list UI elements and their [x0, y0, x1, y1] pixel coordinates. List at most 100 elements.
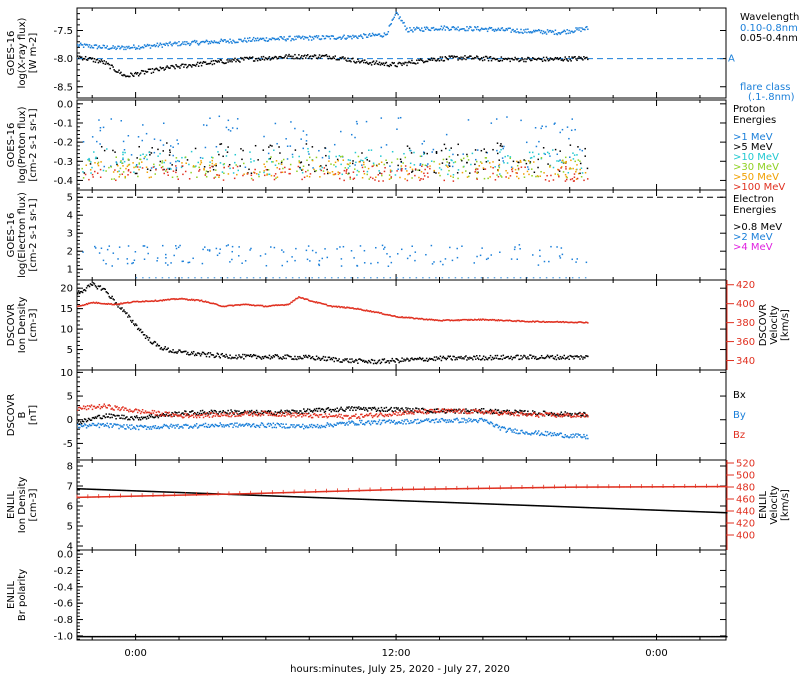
- data-point: [190, 171, 192, 174]
- data-point: [302, 130, 305, 132]
- data-point: [188, 42, 190, 45]
- data-point: [123, 48, 125, 51]
- data-point: [482, 168, 485, 170]
- data-point: [95, 59, 98, 61]
- data-point: [412, 62, 414, 64]
- data-point: [342, 159, 345, 161]
- data-point: [415, 357, 417, 360]
- data-point: [393, 407, 395, 409]
- data-point: [512, 160, 515, 163]
- data-point: [573, 31, 575, 33]
- data-point: [116, 414, 118, 417]
- data-point: [400, 160, 402, 163]
- data-point: [165, 66, 167, 69]
- data-point: [497, 358, 500, 360]
- data-point: [257, 412, 260, 415]
- data-point: [329, 38, 332, 40]
- data-point: [572, 321, 574, 324]
- data-point: [560, 321, 563, 324]
- data-point: [584, 57, 586, 60]
- data-point: [185, 63, 187, 66]
- data-point: [523, 410, 525, 413]
- data-point: [205, 301, 208, 303]
- data-point: [519, 31, 521, 34]
- data-point: [320, 408, 323, 410]
- data-point: [232, 39, 234, 42]
- data-point: [540, 170, 542, 173]
- data-point: [86, 285, 89, 287]
- data-point: [108, 166, 110, 169]
- data-point: [187, 65, 189, 68]
- data-point: [447, 355, 450, 357]
- data-point: [288, 35, 290, 38]
- data-point: [192, 298, 195, 301]
- data-point: [273, 414, 276, 417]
- data-point: [455, 408, 457, 411]
- y-axis-label: Ion Density: [17, 297, 28, 354]
- data-point: [564, 30, 566, 33]
- data-point: [209, 352, 212, 354]
- data-point: [482, 56, 485, 59]
- data-point: [385, 61, 388, 64]
- data-point: [95, 301, 98, 304]
- data-point: [571, 436, 573, 439]
- data-point: [110, 64, 112, 66]
- data-point: [199, 41, 202, 44]
- data-point: [414, 259, 416, 262]
- data-point: [413, 411, 415, 413]
- data-point: [389, 422, 392, 424]
- data-point: [526, 320, 528, 323]
- data-point: [240, 415, 242, 417]
- data-point: [418, 358, 420, 360]
- data-point: [473, 29, 475, 31]
- data-point: [438, 167, 441, 169]
- data-point: [361, 60, 363, 62]
- data-point: [511, 358, 513, 361]
- data-point: [143, 416, 146, 419]
- data-point: [336, 58, 338, 61]
- data-point: [392, 359, 394, 362]
- data-point: [384, 361, 387, 364]
- data-point: [324, 303, 327, 306]
- data-point: [196, 411, 199, 414]
- data-point: [435, 418, 438, 420]
- data-point: [540, 127, 542, 130]
- data-point: [337, 37, 339, 39]
- data-point: [177, 66, 179, 68]
- data-point: [134, 416, 137, 419]
- data-point: [123, 73, 125, 76]
- data-point: [534, 58, 537, 61]
- data-point: [528, 151, 531, 154]
- data-point: [240, 412, 242, 414]
- data-point: [117, 45, 119, 48]
- data-point: [109, 47, 111, 50]
- data-point: [551, 432, 554, 435]
- data-point: [255, 409, 258, 412]
- data-point: [302, 423, 304, 426]
- data-point: [395, 421, 397, 424]
- data-point: [421, 357, 424, 360]
- data-point: [335, 410, 337, 413]
- data-point: [138, 163, 140, 165]
- data-point: [242, 303, 244, 306]
- data-point: [350, 60, 352, 63]
- data-point: [375, 311, 378, 313]
- data-point: [254, 37, 257, 40]
- data-point: [393, 315, 395, 317]
- data-point: [581, 414, 583, 417]
- data-point: [213, 164, 216, 166]
- data-point: [396, 12, 398, 14]
- data-point: [125, 302, 127, 304]
- data-point: [385, 144, 388, 146]
- data-point: [442, 60, 445, 62]
- data-point: [264, 355, 267, 357]
- data-point: [171, 44, 173, 47]
- data-point: [91, 136, 94, 138]
- data-point: [237, 426, 239, 428]
- data-point: [259, 412, 262, 415]
- data-point: [158, 415, 161, 417]
- data-point: [558, 433, 561, 435]
- data-point: [286, 260, 289, 263]
- data-point: [141, 300, 144, 302]
- data-point: [136, 328, 139, 331]
